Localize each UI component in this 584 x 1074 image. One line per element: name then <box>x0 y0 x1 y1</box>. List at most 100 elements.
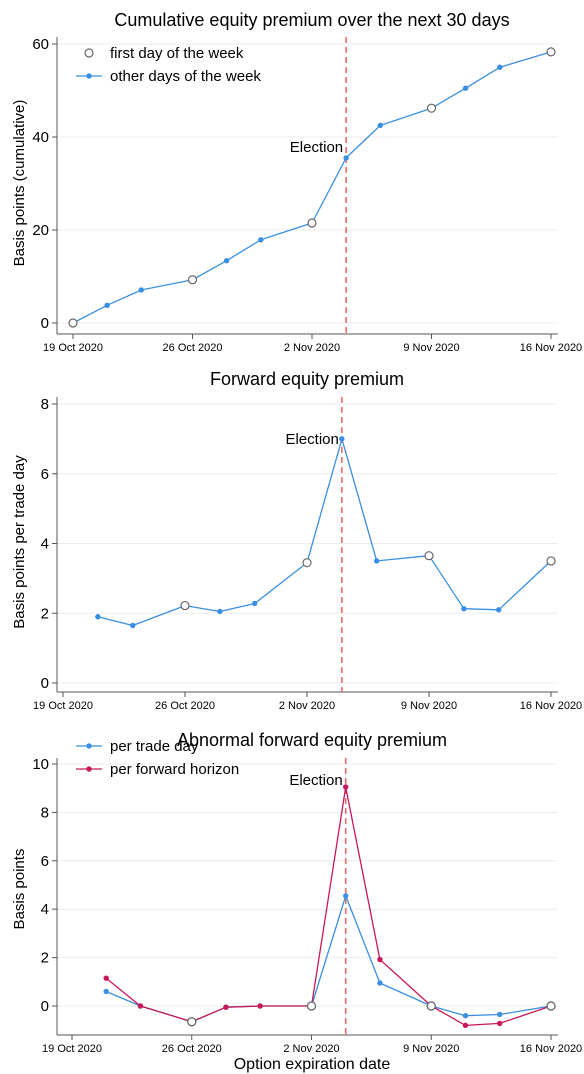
y-tick-label: 10 <box>32 756 49 773</box>
panel-forward: Forward equity premium Basis points per … <box>11 369 582 712</box>
legend-label: per trade day <box>110 738 199 755</box>
data-point <box>95 614 101 620</box>
y-tick-label: 6 <box>41 466 49 483</box>
y-tick-label: 2 <box>41 950 49 967</box>
y-tick-label: 2 <box>41 605 49 622</box>
legend-label: other days of the week <box>110 68 261 85</box>
data-point <box>462 1022 469 1029</box>
data-point <box>343 155 349 161</box>
legend: first day of the week other days of the … <box>76 45 261 85</box>
data-point-first-day <box>302 558 312 568</box>
data-point-first-day <box>546 1001 556 1011</box>
x-tick-label: 16 Nov 2020 <box>520 700 582 712</box>
data-point <box>103 988 109 995</box>
data-point <box>103 975 109 981</box>
series-line <box>105 786 552 1027</box>
x-tick-label: 2 Nov 2020 <box>283 1043 339 1055</box>
x-axis-label: Option expiration date <box>234 1056 391 1073</box>
x-tick-label: 2 Nov 2020 <box>279 700 335 712</box>
data-point-first-day <box>306 1001 317 1011</box>
data-point <box>138 287 144 293</box>
data-point <box>217 608 223 615</box>
x-tick-label: 9 Nov 2020 <box>403 1043 459 1055</box>
data-point <box>462 1012 469 1019</box>
election-label: Election <box>285 431 338 448</box>
data-point <box>377 980 383 986</box>
data-point-first-day <box>68 318 78 328</box>
y-tick-label: 40 <box>32 129 49 146</box>
x-tick-label: 2 Nov 2020 <box>284 342 340 354</box>
x-tick-label: 26 Oct 2020 <box>162 1043 222 1055</box>
plot-area: 0 2 4 6 8 19 Oct 2020 26 Oct 2020 2 Nov 2020 9 N… <box>33 396 582 712</box>
data-point <box>462 85 469 91</box>
y-axis-label: Basis points (cumulative) <box>11 100 28 267</box>
x-tick-label: 9 Nov 2020 <box>401 700 457 712</box>
x-tick-label: 16 Nov 2020 <box>520 1043 582 1055</box>
data-point <box>339 436 345 442</box>
legend-label: per forward horizon <box>110 761 239 778</box>
data-point <box>258 237 264 243</box>
y-tick-label: 4 <box>41 901 49 918</box>
x-tick-label: 26 Oct 2020 <box>163 342 223 354</box>
data-point <box>496 607 502 613</box>
data-point-first-day <box>546 47 556 57</box>
data-point-first-day <box>307 218 317 228</box>
panel-title: Cumulative equity premium over the next … <box>114 10 509 30</box>
plot-area: 0 2 4 6 8 10 19 Oct 2020 26 Oct 2020 2 Nov 2020 9… <box>32 756 582 1055</box>
legend-marker-hollow <box>84 48 94 58</box>
y-tick-label: 8 <box>41 804 49 821</box>
y-tick-label: 0 <box>41 998 49 1015</box>
data-point <box>223 257 230 264</box>
data-point <box>257 1003 263 1009</box>
y-tick-label: 60 <box>32 36 49 53</box>
panel-title: Forward equity premium <box>210 369 404 389</box>
y-axis-label: Basis points <box>11 849 28 930</box>
data-point <box>377 122 383 129</box>
series-line <box>72 51 552 324</box>
series-line <box>105 895 552 1023</box>
y-tick-label: 4 <box>41 536 49 553</box>
legend-marker <box>86 766 92 772</box>
data-point <box>104 302 110 309</box>
y-tick-label: 0 <box>41 315 49 332</box>
x-tick-label: 16 Nov 2020 <box>520 342 582 354</box>
legend-marker-filled <box>86 73 92 79</box>
panel-abnormal: Abnormal forward equity premium Basis po… <box>11 730 582 1073</box>
data-point <box>374 558 380 564</box>
data-point-first-day <box>424 551 434 561</box>
data-point <box>496 1011 503 1018</box>
legend-marker <box>86 743 92 749</box>
data-point-first-day <box>187 1017 197 1027</box>
data-point <box>130 622 136 629</box>
x-tick-label: 9 Nov 2020 <box>403 342 459 354</box>
data-point <box>461 606 467 612</box>
x-tick-label: 19 Oct 2020 <box>33 700 93 712</box>
legend-label: first day of the week <box>110 45 244 62</box>
y-axis-label: Basis points per trade day <box>11 455 28 629</box>
x-tick-label: 26 Oct 2020 <box>155 700 215 712</box>
plot-area: 0 20 40 60 19 Oct 2020 26 Oct 2020 2 Nov 2020 9… <box>32 36 582 354</box>
series-line <box>97 438 552 627</box>
y-tick-label: 0 <box>41 675 49 692</box>
data-point-first-day <box>180 600 190 611</box>
election-label: Election <box>289 772 342 789</box>
panel-cumulative: Cumulative equity premium over the next … <box>11 10 582 354</box>
data-point <box>343 893 349 899</box>
y-tick-label: 8 <box>41 396 49 413</box>
legend: per trade day per forward horizon <box>76 738 239 778</box>
data-point-first-day <box>426 103 437 113</box>
data-point <box>497 64 503 70</box>
x-tick-label: 19 Oct 2020 <box>42 1043 102 1055</box>
data-point <box>137 1003 144 1009</box>
data-point-first-day <box>187 275 198 285</box>
data-point <box>252 600 258 607</box>
data-point <box>496 1020 503 1027</box>
x-tick-label: 19 Oct 2020 <box>43 342 103 354</box>
election-label: Election <box>290 139 343 156</box>
data-point <box>343 784 349 790</box>
data-point-first-day <box>426 1001 436 1011</box>
data-point-first-day <box>546 556 556 566</box>
y-tick-label: 6 <box>41 853 49 870</box>
y-tick-label: 20 <box>32 222 49 239</box>
